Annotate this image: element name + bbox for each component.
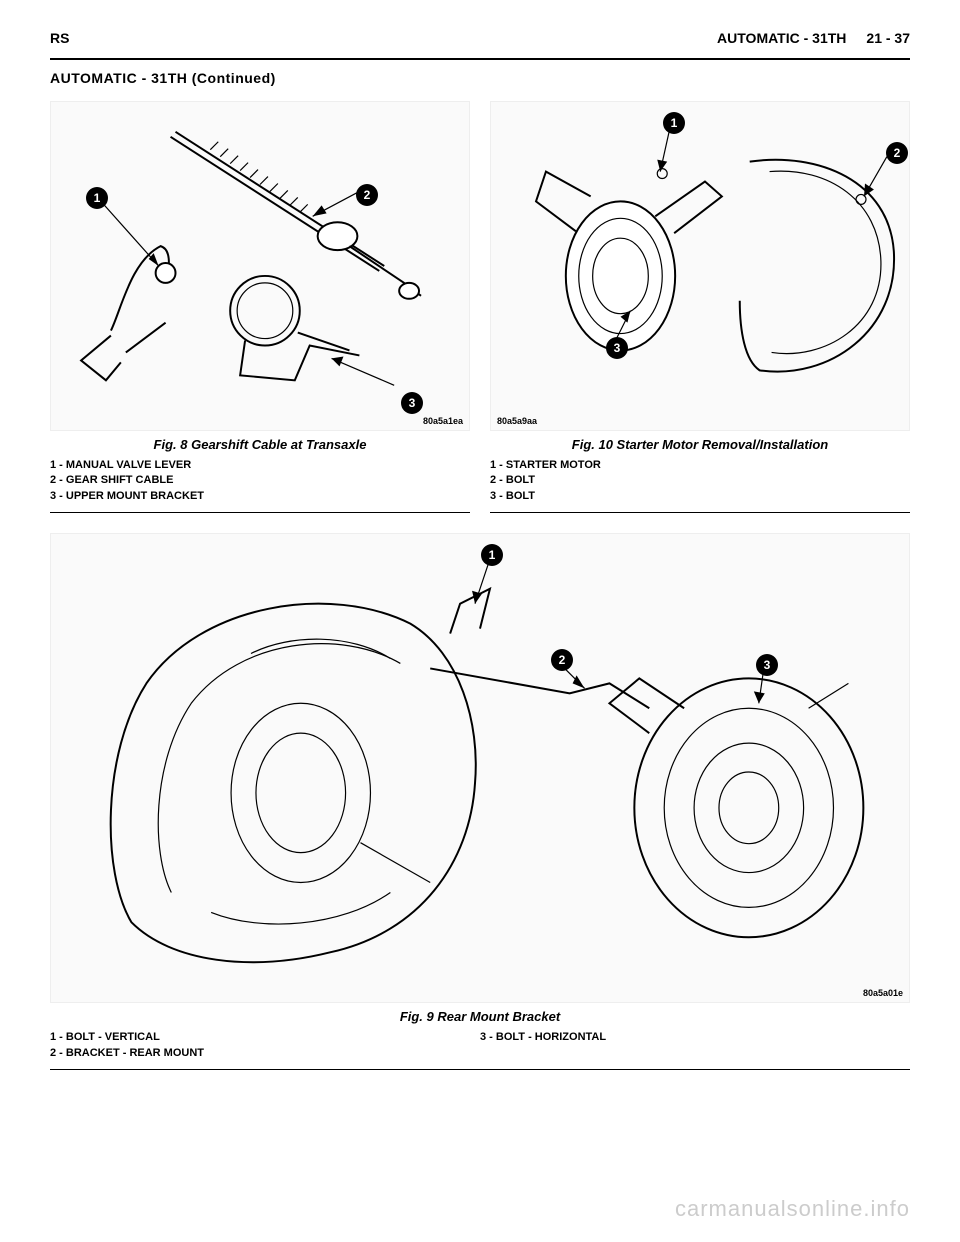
figure-10-legend: 1 - STARTER MOTOR 2 - BOLT 3 - BOLT [490, 458, 910, 504]
figure-10-credit: 80a5a9aa [497, 416, 537, 426]
callout-2: 2 [886, 142, 908, 164]
callout-3: 3 [606, 337, 628, 359]
figure-9-rule [50, 1069, 910, 1070]
callout-3: 3 [756, 654, 778, 676]
callout-3: 3 [401, 392, 423, 414]
figure-10-illustration: 1 2 3 80a5a9aa [490, 101, 910, 431]
watermark-text: carmanualsonline.info [675, 1196, 910, 1222]
callout-1: 1 [663, 112, 685, 134]
section-subheading: AUTOMATIC - 31TH (Continued) [50, 70, 910, 86]
callout-2: 2 [551, 649, 573, 671]
figure-9-svg [51, 534, 909, 1002]
figure-8-rule [50, 512, 470, 513]
figure-10-block: 1 2 3 80a5a9aa Fig. 10 Starter Motor Rem… [490, 101, 910, 513]
page-header: RS AUTOMATIC - 31TH 21 - 37 [50, 30, 910, 46]
legend-item: 2 - GEAR SHIFT CABLE [50, 473, 470, 488]
figure-8-credit: 80a5a1ea [423, 416, 463, 426]
figure-8-caption: Fig. 8 Gearshift Cable at Transaxle [50, 437, 470, 452]
header-right: AUTOMATIC - 31TH 21 - 37 [717, 30, 910, 46]
figure-9-credit: 80a5a01e [863, 988, 903, 998]
figure-9-block: 1 2 3 80a5a01e Fig. 9 Rear Mount Bracket… [50, 533, 910, 1070]
header-section: AUTOMATIC - 31TH [717, 30, 846, 46]
figure-8-legend: 1 - MANUAL VALVE LEVER 2 - GEAR SHIFT CA… [50, 458, 470, 504]
figure-10-svg [491, 102, 909, 430]
figure-8-svg [51, 102, 469, 430]
figure-8-illustration: 1 2 3 80a5a1ea [50, 101, 470, 431]
legend-item: 3 - BOLT [490, 489, 910, 504]
callout-2: 2 [356, 184, 378, 206]
legend-item: 1 - STARTER MOTOR [490, 458, 910, 473]
figure-9-illustration: 1 2 3 80a5a01e [50, 533, 910, 1003]
legend-item: 1 - MANUAL VALVE LEVER [50, 458, 470, 473]
callout-1: 1 [86, 187, 108, 209]
top-figure-row: 1 2 3 80a5a1ea Fig. 8 Gearshift Cable at… [50, 101, 910, 513]
legend-item: 3 - UPPER MOUNT BRACKET [50, 489, 470, 504]
figure-8-block: 1 2 3 80a5a1ea Fig. 8 Gearshift Cable at… [50, 101, 470, 513]
header-page: 21 - 37 [866, 30, 910, 46]
header-left: RS [50, 30, 69, 46]
figure-10-rule [490, 512, 910, 513]
figure-9-caption: Fig. 9 Rear Mount Bracket [50, 1009, 910, 1024]
legend-item: 1 - BOLT - VERTICAL [50, 1030, 480, 1045]
callout-1: 1 [481, 544, 503, 566]
legend-item: 2 - BOLT [490, 473, 910, 488]
legend-item: 2 - BRACKET - REAR MOUNT [50, 1046, 480, 1061]
figure-10-caption: Fig. 10 Starter Motor Removal/Installati… [490, 437, 910, 452]
legend-item: 3 - BOLT - HORIZONTAL [480, 1030, 910, 1045]
header-rule [50, 58, 910, 60]
figure-9-legend: 1 - BOLT - VERTICAL 2 - BRACKET - REAR M… [50, 1030, 910, 1061]
